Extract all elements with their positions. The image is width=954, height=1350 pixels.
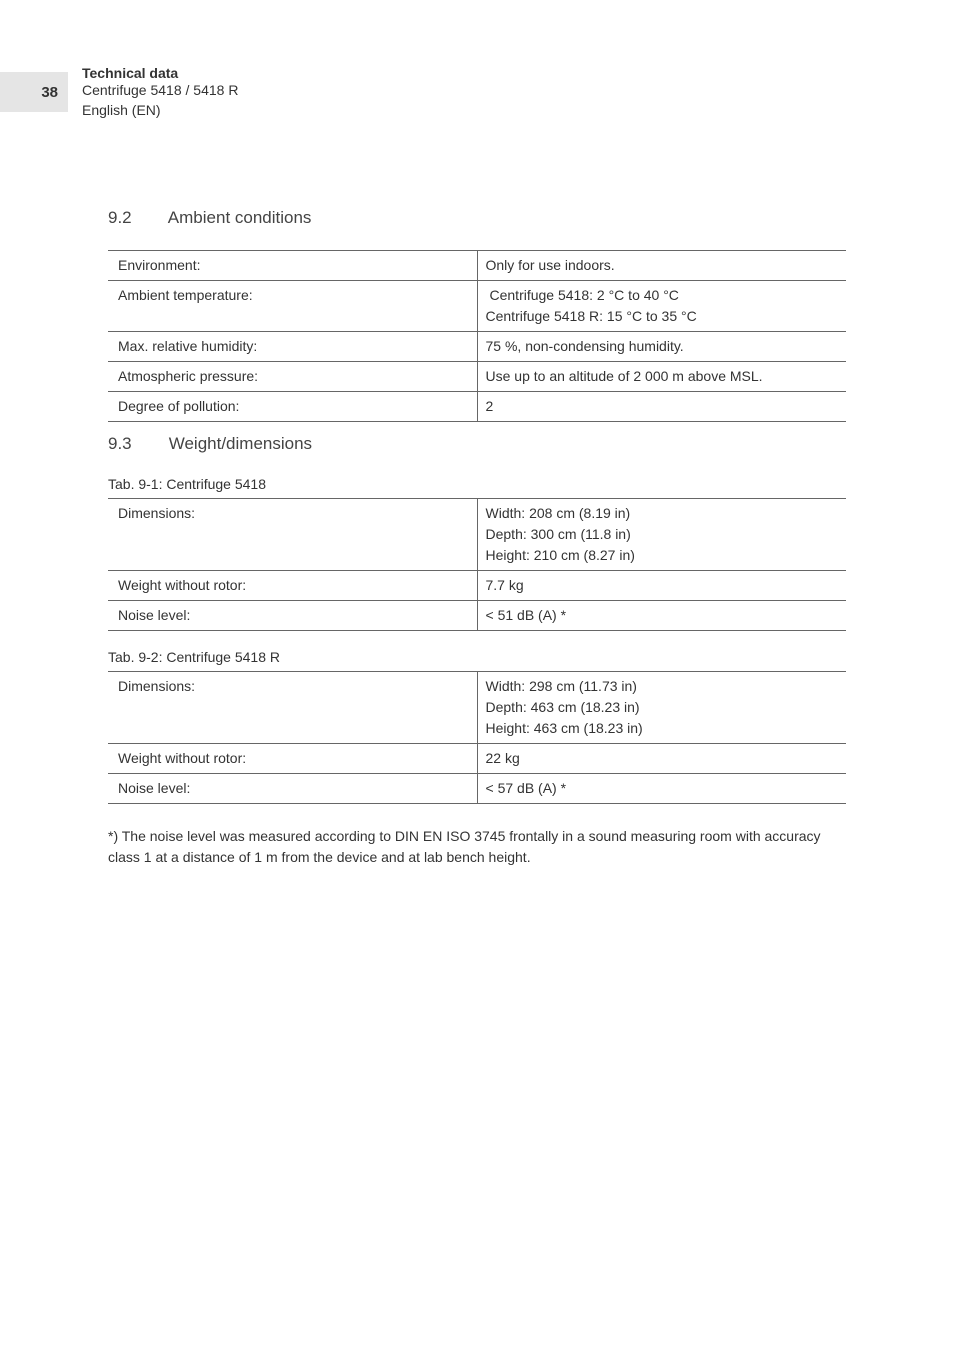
row-value: 22 kg (477, 744, 846, 774)
row-value: Width: 298 cm (11.73 in) Depth: 463 cm (… (477, 672, 846, 744)
row-value: < 51 dB (A) * (477, 601, 846, 631)
page-header: Technical data Centrifuge 5418 / 5418 R … (82, 65, 238, 120)
value-line: Centrifuge 5418: 2 °C to 40 °C (486, 287, 679, 303)
table-row: Max. relative humidity: 75 %, non-conden… (108, 332, 846, 362)
footnote-noise-level: *) The noise level was measured accordin… (108, 826, 846, 868)
row-label: Noise level: (108, 601, 477, 631)
table-row: Ambient temperature: Centrifuge 5418: 2 … (108, 281, 846, 332)
value-line: Width: 298 cm (11.73 in) (486, 678, 637, 694)
section-heading-9-3: 9.3 Weight/dimensions (108, 434, 846, 454)
header-product: Centrifuge 5418 / 5418 R (82, 81, 238, 101)
page-number: 38 (41, 84, 58, 101)
page-number-tab: 38 (0, 72, 68, 112)
row-value: Centrifuge 5418: 2 °C to 40 °C Centrifug… (477, 281, 846, 332)
table-row: Noise level: < 57 dB (A) * (108, 774, 846, 804)
row-value: Width: 208 cm (8.19 in) Depth: 300 cm (1… (477, 499, 846, 571)
row-label: Max. relative humidity: (108, 332, 477, 362)
table-row: Environment: Only for use indoors. (108, 251, 846, 281)
row-label: Dimensions: (108, 672, 477, 744)
row-value: Use up to an altitude of 2 000 m above M… (477, 362, 846, 392)
section-num: 9.2 (108, 208, 164, 228)
row-label: Atmospheric pressure: (108, 362, 477, 392)
row-value: 7.7 kg (477, 571, 846, 601)
row-label: Weight without rotor: (108, 744, 477, 774)
header-title: Technical data (82, 65, 238, 81)
section-heading-9-2: 9.2 Ambient conditions (108, 208, 846, 228)
row-label: Dimensions: (108, 499, 477, 571)
row-label: Noise level: (108, 774, 477, 804)
row-label: Degree of pollution: (108, 392, 477, 422)
table-row: Noise level: < 51 dB (A) * (108, 601, 846, 631)
value-line: Depth: 300 cm (11.8 in) (486, 526, 631, 542)
table-row: Atmospheric pressure: Use up to an altit… (108, 362, 846, 392)
row-label: Environment: (108, 251, 477, 281)
table-row: Degree of pollution: 2 (108, 392, 846, 422)
table-row: Weight without rotor: 22 kg (108, 744, 846, 774)
value-line: Width: 208 cm (8.19 in) (486, 505, 631, 521)
value-line: Depth: 463 cm (18.23 in) (486, 699, 640, 715)
table-caption-9-2: Tab. 9-2: Centrifuge 5418 R (108, 649, 846, 665)
value-line: Centrifuge 5418 R: 15 °C to 35 °C (486, 308, 697, 324)
weight-dimensions-table-5418: Dimensions: Width: 208 cm (8.19 in) Dept… (108, 498, 846, 631)
row-value: 2 (477, 392, 846, 422)
header-language: English (EN) (82, 101, 238, 121)
table-row: Dimensions: Width: 208 cm (8.19 in) Dept… (108, 499, 846, 571)
section-num: 9.3 (108, 434, 164, 454)
value-line: Height: 210 cm (8.27 in) (486, 547, 635, 563)
ambient-conditions-table: Environment: Only for use indoors. Ambie… (108, 250, 846, 422)
section-title: Ambient conditions (168, 208, 312, 227)
section-title: Weight/dimensions (169, 434, 312, 453)
page-content: 9.2 Ambient conditions Environment: Only… (108, 180, 846, 868)
row-value: 75 %, non-condensing humidity. (477, 332, 846, 362)
row-label: Weight without rotor: (108, 571, 477, 601)
row-value: Only for use indoors. (477, 251, 846, 281)
table-row: Weight without rotor: 7.7 kg (108, 571, 846, 601)
table-row: Dimensions: Width: 298 cm (11.73 in) Dep… (108, 672, 846, 744)
table-caption-9-1: Tab. 9-1: Centrifuge 5418 (108, 476, 846, 492)
weight-dimensions-table-5418r: Dimensions: Width: 298 cm (11.73 in) Dep… (108, 671, 846, 804)
value-line: Height: 463 cm (18.23 in) (486, 720, 643, 736)
row-value: < 57 dB (A) * (477, 774, 846, 804)
row-label: Ambient temperature: (108, 281, 477, 332)
